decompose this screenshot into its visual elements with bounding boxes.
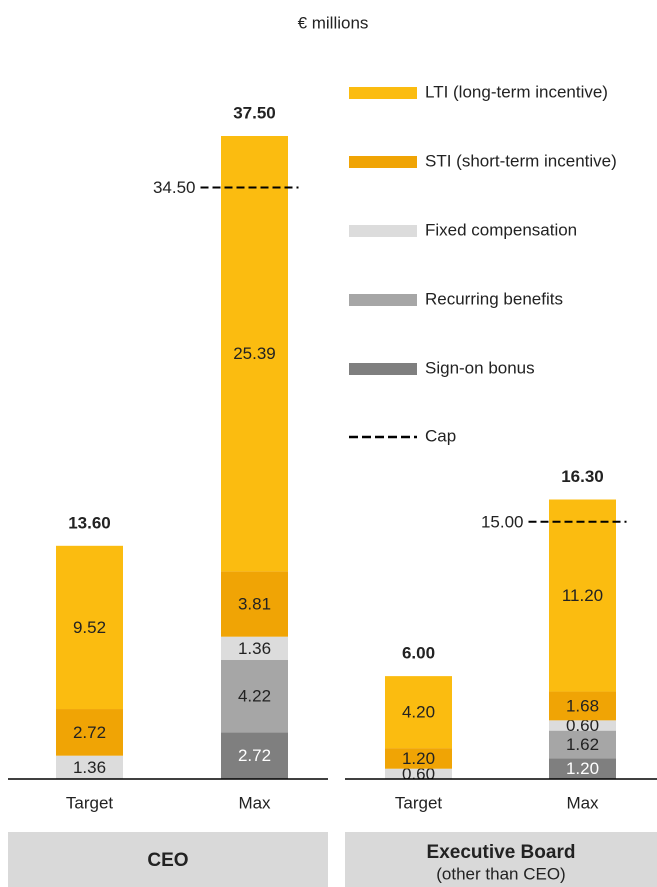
bar-segment [221,571,288,637]
group-box [345,832,657,887]
legend-swatch [349,225,417,237]
bar-segment [549,758,616,779]
legend-label: Sign-on bonus [425,358,535,377]
segment-label: 0.60 [566,716,599,735]
cap-label: 34.50 [153,178,196,197]
chart-subtitle: € millions [298,13,369,32]
legend-swatch [349,294,417,306]
segment-label: 2.72 [238,746,271,765]
bar-segment [56,709,123,756]
group-sublabel: (other than CEO) [436,864,565,883]
bar-segment [385,676,452,749]
legend-label: Recurring benefits [425,289,563,308]
legend-swatch [349,87,417,99]
x-tick-label: Max [238,793,271,812]
legend-swatch [349,363,417,375]
segment-label: 4.22 [238,687,271,706]
bar-segment [549,499,616,692]
bar-segment [221,636,288,661]
bar-segment [56,755,123,779]
legend-label: STI (short-term incentive) [425,151,617,170]
bar-segment [549,691,616,721]
segment-label: 11.20 [562,586,603,605]
segment-label: 1.20 [402,749,435,768]
group-label: Executive Board [427,842,576,863]
segment-label: 4.20 [402,703,435,722]
legend-label: Fixed compensation [425,220,577,239]
segment-label: 1.36 [238,639,271,658]
bar-segment [221,732,288,779]
segment-label: 1.20 [566,759,599,778]
bar-segment [221,136,288,572]
x-tick-label: Max [566,793,599,812]
total-label: 13.60 [68,513,111,532]
total-label: 6.00 [402,644,435,663]
segment-label: 3.81 [238,595,271,614]
total-label: 16.30 [561,467,604,486]
legend-label: LTI (long-term incentive) [425,82,608,101]
bar-segment [549,720,616,731]
segment-label: 25.39 [233,344,276,363]
segment-label: 9.52 [73,618,106,637]
legend-label: Cap [425,426,456,445]
x-tick-label: Target [395,793,443,812]
cap-label: 15.00 [481,512,524,531]
bar-segment [221,660,288,733]
segment-label: 1.62 [566,735,599,754]
segment-label: 1.36 [73,758,106,777]
segment-label: 2.72 [73,723,106,742]
legend-swatch [349,156,417,168]
segment-label: 1.68 [566,696,599,715]
bar-segment [56,545,123,710]
group-label: CEO [147,850,188,871]
bar-segment [385,748,452,769]
bar-segment [385,768,452,779]
group-box [8,832,328,887]
x-tick-label: Target [66,793,114,812]
total-label: 37.50 [233,103,276,122]
bar-segment [549,730,616,759]
